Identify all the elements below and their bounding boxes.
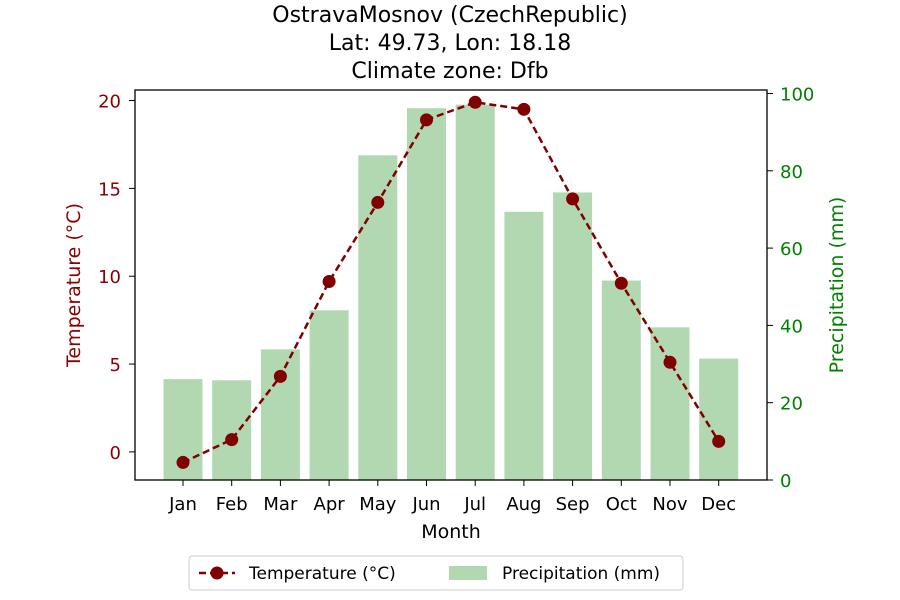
y-right-tick-label: 80 [780,162,803,183]
y-right-tick-label: 20 [780,394,803,415]
y-axis-left-label: Temperature (°C) [63,203,85,368]
x-tick-label: Aug [506,494,541,515]
legend-frame [188,555,684,591]
temperature-point-dec [712,434,726,448]
x-tick-label: Jan [168,494,197,515]
x-tick-label: Dec [701,494,736,515]
y-left-tick-label: 20 [98,92,121,113]
chart-title: OstravaMosnov (CzechRepublic) Lat: 49.73… [272,3,627,84]
x-tick-label: Apr [314,494,346,515]
x-axis-label: Month [421,521,481,543]
temperature-series [176,95,726,469]
precipitation-bar-oct [601,280,641,480]
precipitation-bars [163,104,739,481]
x-tick-label: Oct [606,494,637,515]
temperature-point-nov [663,355,677,369]
y-right-tick-label: 60 [780,239,803,260]
y-right-tick-label: 100 [780,84,814,105]
temperature-point-feb [225,433,239,447]
temperature-point-mar [273,369,287,383]
x-tick-label: Mar [263,494,298,515]
temperature-point-aug [517,102,531,116]
x-tick-label: Nov [652,494,687,515]
precipitation-bar-mar [260,349,300,480]
x-axis: Jan Feb Mar Apr May Jun Jul Aug Sep Oct Nov Dec [168,480,736,515]
x-tick-label: Sep [556,494,590,515]
y-axis-left: 0 5 10 15 20 [98,92,135,464]
legend: Temperature (°C) Precipitation (mm) [188,555,684,591]
x-tick-label: Jul [463,494,486,515]
x-tick-label: May [359,494,397,515]
precipitation-bar-nov [650,327,690,480]
title-line-1: OstravaMosnov (CzechRepublic) [272,3,627,28]
title-line-2: Lat: 49.73, Lon: 18.18 [329,31,571,56]
y-left-tick-label: 10 [98,267,121,288]
precipitation-bar-feb [212,380,252,480]
precipitation-bar-sep [553,192,593,480]
temperature-point-sep [566,192,580,206]
temperature-point-may [371,195,385,209]
x-tick-label: Feb [216,494,248,515]
legend-temperature-marker [210,566,224,580]
plot-frame [134,89,768,481]
temperature-point-oct [614,276,628,290]
legend-temperature-label: Temperature (°C) [248,564,396,584]
precipitation-bar-jun [407,108,446,480]
y-left-tick-label: 5 [110,355,121,376]
temperature-point-apr [322,274,336,288]
precipitation-bar-apr [309,310,349,480]
temperature-point-jan [176,455,190,469]
y-right-tick-label: 0 [780,471,791,492]
temperature-point-jun [420,113,433,127]
y-left-tick-label: 0 [110,443,121,464]
y-axis-right-label: Precipitation (mm) [826,197,848,374]
title-line-3: Climate zone: Dfb [351,59,548,84]
precipitation-bar-aug [504,211,544,480]
precipitation-bar-dec [699,358,739,480]
y-left-tick-label: 15 [98,179,121,200]
y-axis-right: 0 20 40 60 80 100 [767,84,814,492]
legend-precipitation-swatch [449,566,487,580]
precipitation-bar-may [358,155,398,481]
precipitation-bar-jul [455,104,495,481]
legend-precipitation-label: Precipitation (mm) [502,564,660,584]
y-right-tick-label: 40 [780,316,803,337]
x-tick-label: Jun [411,494,440,515]
temperature-point-jul [468,95,482,109]
temperature-line [182,101,720,464]
